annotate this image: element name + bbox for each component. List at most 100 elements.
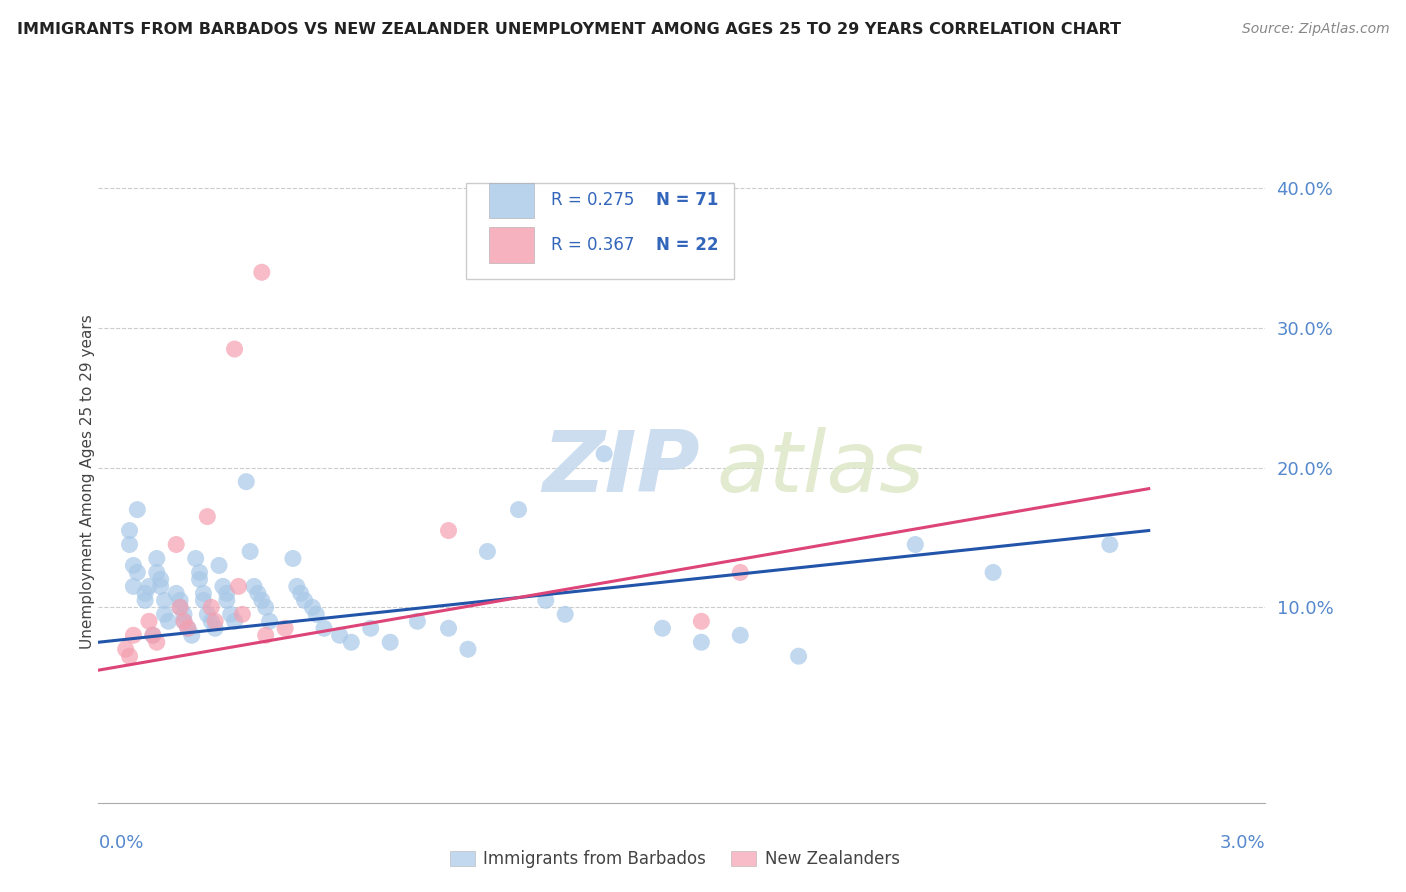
Point: [118, 649, 141, 664]
Point: [730, 628, 752, 642]
Point: [437, 621, 460, 635]
Point: [215, 593, 238, 607]
Point: [153, 593, 176, 607]
Y-axis label: Unemployment Among Ages 25 to 29 years: Unemployment Among Ages 25 to 29 years: [80, 314, 94, 649]
Point: [457, 642, 479, 657]
Point: [730, 566, 752, 580]
Point: [193, 586, 215, 600]
Point: [134, 593, 156, 607]
Text: R = 0.275: R = 0.275: [551, 191, 634, 210]
Point: [259, 615, 281, 629]
Point: [340, 635, 363, 649]
Point: [301, 600, 323, 615]
Point: [208, 558, 231, 573]
Point: [169, 600, 191, 615]
Point: [360, 621, 382, 635]
Point: [118, 524, 141, 538]
Legend: Immigrants from Barbados, New Zealanders: Immigrants from Barbados, New Zealanders: [443, 844, 907, 875]
Point: [169, 600, 191, 615]
Point: [406, 615, 429, 629]
Point: [215, 586, 238, 600]
Point: [204, 615, 226, 629]
Point: [904, 537, 927, 551]
Point: [118, 537, 141, 551]
Text: N = 71: N = 71: [657, 191, 718, 210]
Point: [173, 615, 195, 629]
Point: [508, 502, 530, 516]
Point: [281, 551, 304, 566]
Point: [246, 586, 269, 600]
Point: [127, 566, 149, 580]
Point: [554, 607, 576, 622]
FancyBboxPatch shape: [489, 183, 534, 218]
Text: R = 0.367: R = 0.367: [551, 236, 634, 254]
Text: Source: ZipAtlas.com: Source: ZipAtlas.com: [1241, 22, 1389, 37]
Point: [437, 524, 460, 538]
Point: [114, 642, 136, 657]
Text: N = 22: N = 22: [657, 236, 718, 254]
Point: [122, 628, 145, 642]
Point: [285, 579, 308, 593]
Point: [138, 615, 160, 629]
Point: [690, 635, 713, 649]
Text: atlas: atlas: [717, 427, 925, 510]
Point: [228, 579, 250, 593]
Point: [254, 628, 277, 642]
FancyBboxPatch shape: [489, 227, 534, 263]
Point: [157, 615, 180, 629]
Point: [200, 600, 222, 615]
Point: [149, 573, 172, 587]
Text: ZIP: ZIP: [541, 427, 700, 510]
Point: [188, 566, 211, 580]
Text: 0.0%: 0.0%: [98, 834, 143, 852]
Point: [138, 579, 160, 593]
Point: [165, 537, 187, 551]
Point: [235, 475, 257, 489]
Point: [477, 544, 499, 558]
Point: [1098, 537, 1121, 551]
Point: [173, 607, 195, 622]
Point: [243, 579, 266, 593]
Point: [231, 607, 253, 622]
Point: [329, 628, 352, 642]
Point: [169, 593, 191, 607]
Point: [195, 607, 218, 622]
Point: [173, 615, 195, 629]
Point: [188, 573, 211, 587]
Point: [290, 586, 312, 600]
Point: [142, 628, 165, 642]
Point: [378, 635, 402, 649]
Point: [219, 607, 242, 622]
Point: [122, 558, 145, 573]
Point: [593, 447, 616, 461]
Point: [254, 600, 277, 615]
Point: [142, 628, 165, 642]
Point: [134, 586, 156, 600]
Point: [165, 586, 187, 600]
Point: [146, 566, 169, 580]
Point: [177, 621, 200, 635]
Point: [224, 342, 246, 356]
Point: [274, 621, 297, 635]
Point: [690, 615, 713, 629]
Point: [153, 607, 176, 622]
Point: [534, 593, 557, 607]
Point: [180, 628, 202, 642]
Point: [250, 265, 273, 279]
Point: [122, 579, 145, 593]
Point: [239, 544, 262, 558]
Point: [195, 509, 218, 524]
Point: [146, 635, 169, 649]
Point: [200, 615, 222, 629]
Point: [184, 551, 207, 566]
Point: [177, 621, 200, 635]
Point: [981, 566, 1004, 580]
Point: [204, 621, 226, 635]
Point: [250, 593, 273, 607]
Point: [305, 607, 328, 622]
Point: [149, 579, 172, 593]
FancyBboxPatch shape: [465, 183, 734, 279]
Point: [193, 593, 215, 607]
Text: 3.0%: 3.0%: [1220, 834, 1265, 852]
Point: [294, 593, 316, 607]
